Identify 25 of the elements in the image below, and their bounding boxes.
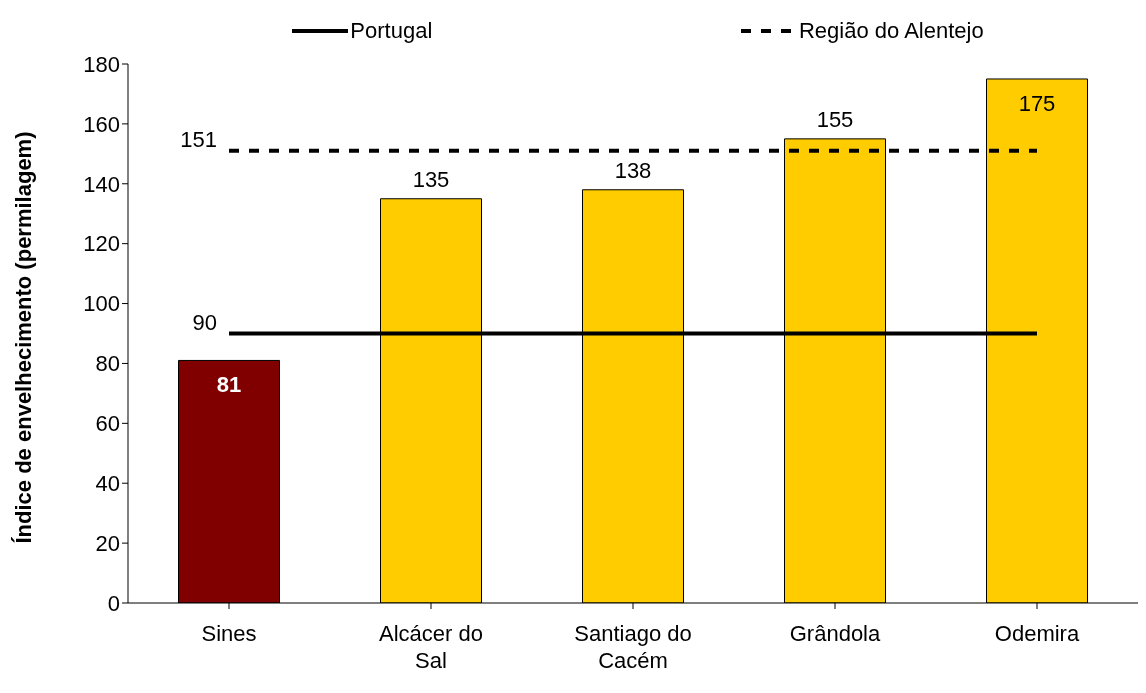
y-tick-label: 180 (83, 51, 120, 77)
y-tick-label: 120 (83, 231, 120, 257)
data-label: 175 (1018, 90, 1056, 116)
x-tick-label: Alcácer do Sal (379, 621, 483, 673)
y-tick-label: 160 (83, 111, 120, 137)
y-tick-label: 0 (107, 590, 120, 616)
y-tick-label: 140 (83, 171, 120, 197)
x-tick-label: Sines (201, 621, 257, 646)
y-axis-title: Índice de envelhecimento (permilagem) (10, 131, 36, 544)
data-label: 138 (614, 157, 652, 183)
data-label: 81 (216, 372, 242, 398)
data-label: 135 (412, 166, 450, 192)
legend-label: Região do Alentejo (798, 18, 984, 44)
x-tick-label: Odemira (994, 621, 1080, 646)
data-label: 151 (180, 126, 217, 152)
x-tick-label: Grândola (789, 621, 882, 646)
y-tick-label: 20 (95, 530, 120, 556)
y-tick-label: 60 (95, 411, 120, 437)
x-tick-label: Santiago do Cacém (574, 621, 692, 673)
y-tick-label: 40 (95, 471, 120, 497)
y-tick-label: 80 (95, 351, 120, 377)
data-label: 155 (816, 106, 854, 132)
y-tick-label: 100 (83, 291, 120, 317)
legend-label: Portugal (350, 18, 433, 44)
data-label: 90 (192, 309, 217, 335)
